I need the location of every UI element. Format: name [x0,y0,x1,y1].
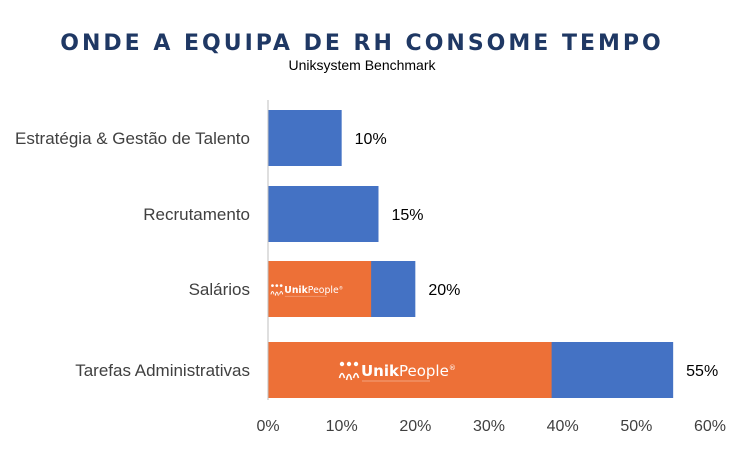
person-head [339,361,345,367]
data-label: 20% [428,282,460,299]
data-label: 15% [392,207,424,224]
person-body [270,291,275,295]
person-body [279,291,284,295]
people-icon [338,361,360,381]
logo-wordmark: UnikPeople® [361,362,456,380]
bar-highlight [268,342,552,398]
chart-title: ONDE A EQUIPA DE RH CONSOME TEMPO [60,31,663,56]
person-body [338,372,346,379]
x-tick-label: 60% [694,418,726,435]
person-head [279,284,283,288]
person-body [352,372,360,379]
unikpeople-logo: UnikPeople® [338,361,456,382]
category-label: Salários [189,280,250,299]
person-head [275,284,279,288]
person-body [345,373,353,381]
category-label: Estratégia & Gestão de Talento [15,129,250,148]
bar [268,186,379,242]
data-label: 55% [686,363,718,380]
data-label: 10% [355,131,387,148]
bar [268,110,342,166]
x-tick-label: 10% [326,418,358,435]
person-body [274,291,279,296]
plot-area: Estratégia & Gestão de Talento 10% Recruta… [15,100,726,435]
x-tick-label: 30% [473,418,505,435]
people-icon [270,284,284,296]
chart-subtitle: Uniksystem Benchmark [288,57,436,73]
unikpeople-logo: UnikPeople® [270,284,343,297]
x-tick-label: 50% [620,418,652,435]
person-head [271,284,274,288]
person-head [353,361,359,367]
x-tick-label: 0% [256,418,279,435]
bar-highlight [268,261,372,317]
person-head [346,361,352,367]
category-label: Tarefas Administrativas [75,361,250,380]
category-label: Recrutamento [143,205,250,224]
x-tick-label: 40% [547,418,579,435]
logo-wordmark: UnikPeople® [284,284,343,296]
x-tick-label: 20% [399,418,431,435]
